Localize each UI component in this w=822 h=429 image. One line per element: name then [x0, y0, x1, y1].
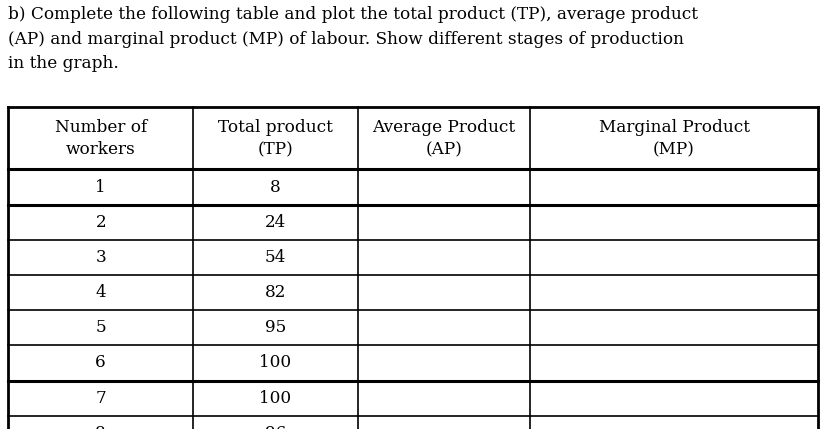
Text: 5: 5 [95, 319, 106, 336]
Text: 7: 7 [95, 390, 106, 407]
Text: 100: 100 [259, 354, 292, 372]
Text: 95: 95 [265, 319, 286, 336]
Text: 82: 82 [265, 284, 286, 301]
Text: 6: 6 [95, 354, 106, 372]
Text: 1: 1 [95, 178, 106, 196]
Text: 54: 54 [265, 249, 286, 266]
Text: b) Complete the following table and plot the total product (TP), average product: b) Complete the following table and plot… [8, 6, 698, 72]
Text: 3: 3 [95, 249, 106, 266]
Text: 4: 4 [95, 284, 106, 301]
Text: 100: 100 [259, 390, 292, 407]
Text: 96: 96 [265, 425, 286, 429]
Text: 24: 24 [265, 214, 286, 231]
Text: Average Product
(AP): Average Product (AP) [372, 119, 515, 158]
Text: 8: 8 [95, 425, 106, 429]
Text: Number of
workers: Number of workers [54, 119, 147, 158]
Text: Total product
(TP): Total product (TP) [218, 119, 333, 158]
Text: Marginal Product
(MP): Marginal Product (MP) [598, 119, 750, 158]
Text: 2: 2 [95, 214, 106, 231]
Text: 8: 8 [270, 178, 281, 196]
